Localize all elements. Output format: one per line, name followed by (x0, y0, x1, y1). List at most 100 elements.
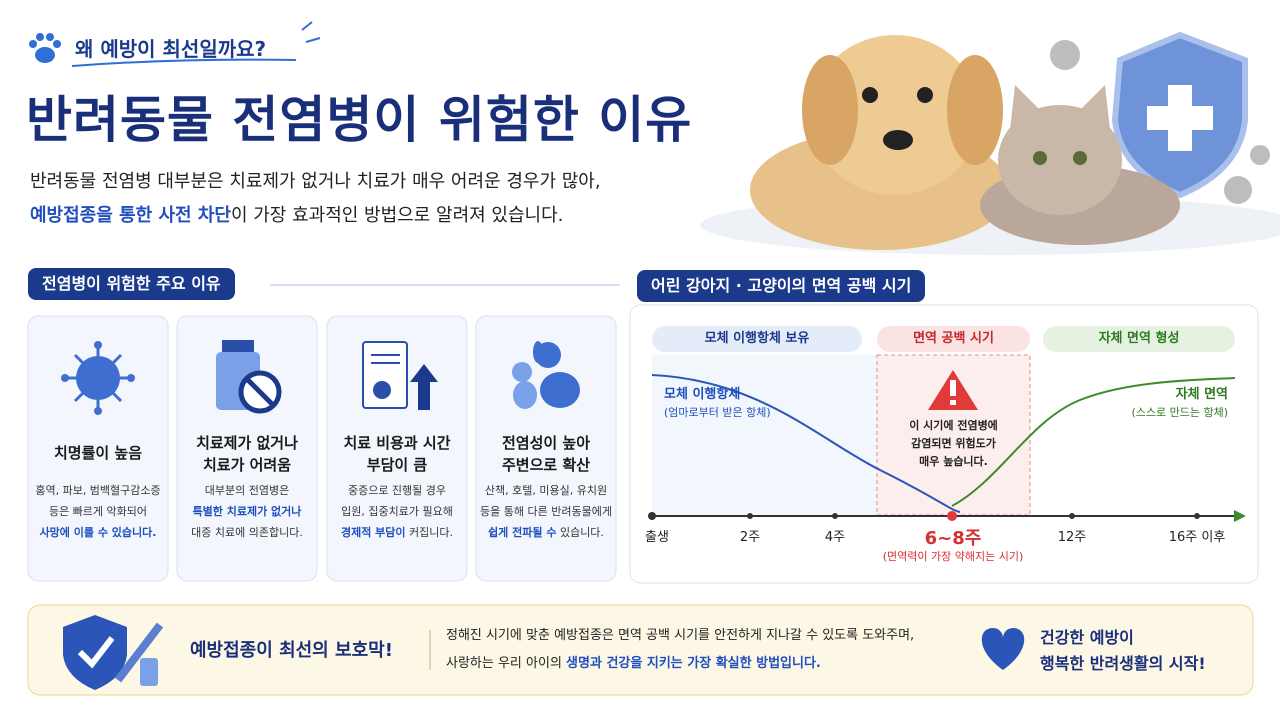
medicine-icon (216, 340, 282, 414)
pet-photo (700, 31, 1280, 255)
maternal-sub: (엄마로부터 받은 항체) (664, 406, 771, 419)
axis-tick-label: 12주 (1057, 530, 1087, 545)
text-line: 대증 치료에 의존합니다. (177, 522, 317, 543)
heart-icon (981, 628, 1025, 670)
text-line: 사망에 이를 수 있습니다. (28, 522, 168, 543)
text-segment: 있습니다. (556, 526, 604, 539)
text-line: 반려동물 전염병 대부분은 치료제가 없거나 치료가 매우 어려운 경우가 많아… (30, 165, 601, 199)
text-segment: 특별한 치료제가 없거나 (192, 505, 302, 518)
kicker-underline (71, 58, 297, 67)
axis-tick-label: 16주 이후 (1168, 530, 1226, 545)
maternal-zone (652, 355, 877, 515)
text-segment: 중증으로 진행될 경우 (347, 484, 447, 497)
card-title: 치명률이 높음 (28, 442, 168, 464)
text-segment: 사랑하는 우리 아이의 (446, 656, 567, 671)
own-label: 자체 면역 (1175, 387, 1228, 402)
shield-syringe-icon (63, 615, 164, 690)
text-segment: 경제적 부담이 (340, 526, 406, 539)
card-frames (27, 315, 617, 582)
phase-pill (877, 326, 1030, 352)
footer-body: 정해진 시기에 맞춘 예방접종은 면역 공백 시기를 안전하게 지나갈 수 있도… (446, 622, 914, 678)
phase-label: 면역 공백 시기 (913, 331, 994, 346)
axis-dots (648, 511, 1200, 521)
maternal-curve (651, 374, 961, 513)
maternal-label: 모체 이행항체 (664, 387, 741, 402)
text-line: 쉽게 전파될 수 있습니다. (476, 522, 616, 543)
own-sub: (스스로 만드는 항체) (1131, 406, 1228, 419)
slogan-line: 행복한 반려생활의 시작! (1040, 654, 1206, 673)
text-line: 예방접종을 통한 사전 차단이 가장 효과적인 방법으로 알려져 있습니다. (30, 199, 601, 233)
warning-line: 감염되면 위험도가 (911, 437, 996, 450)
text-line: 산책, 호텔, 미용실, 유치원 (476, 480, 616, 501)
text-segment: 등은 빠르게 악화되어 (48, 505, 148, 518)
phase-pill (652, 326, 862, 352)
text-segment: 대부분의 전염병은 (204, 484, 290, 497)
text-segment: 홍역, 파보, 범백혈구감소증 (35, 484, 161, 497)
card-title-line: 치명률이 높음 (53, 444, 143, 462)
timeline-heading: 어린 강아지 · 고양이의 면역 공백 시기 (637, 270, 926, 302)
slogan-line: 건강한 예방이 (1040, 628, 1134, 647)
axis-tick-label: 4주 (824, 530, 846, 545)
text-segment: 등을 통해 다른 반려동물에게 (480, 505, 612, 518)
text-segment: 이 가장 효과적인 방법으로 알려져 있습니다. (230, 205, 564, 226)
card-title-line: 주변으로 확산 (501, 456, 591, 474)
text-segment: 예방접종을 통한 사전 차단 (30, 205, 231, 226)
text-segment: 정해진 시기에 맞춘 예방접종은 면역 공백 시기를 안전하게 지나갈 수 있도… (446, 628, 915, 643)
text-segment: 대증 치료에 의존합니다. (191, 526, 303, 539)
own-curve (951, 377, 1236, 507)
main-title: 반려동물 전염병이 위험한 이유 (26, 91, 693, 149)
footer-panel (27, 604, 1254, 696)
text-line: 사랑하는 우리 아이의 생명과 건강을 지키는 가장 확실한 방법입니다. (446, 650, 914, 678)
text-segment: 반려동물 전염병 대부분은 치료제가 없거나 치료가 매우 어려운 경우가 많아… (30, 171, 601, 192)
card-title-line: 전염성이 높아 (501, 434, 591, 452)
axis-tick-label: 2주 (739, 530, 761, 545)
card-title-line: 치료제가 없거나 (196, 434, 298, 452)
card-title-line: 치료가 어려움 (202, 456, 292, 474)
virus-icon (61, 341, 135, 415)
text-line: 등은 빠르게 악화되어 (28, 501, 168, 522)
text-segment: 쉽게 전파될 수 (488, 526, 557, 539)
footer-title: 예방접종이 최선의 보호막! (190, 640, 393, 661)
text-segment: 사망에 이를 수 있습니다. (39, 526, 157, 539)
critical-note: (면역력이 가장 약해지는 시기) (882, 550, 1024, 563)
cost-icon (362, 341, 438, 410)
phase-pill (1043, 326, 1235, 352)
intro: 반려동물 전염병 대부분은 치료제가 없거나 치료가 매우 어려운 경우가 많아… (30, 165, 601, 233)
text-segment: 입원, 집중치료가 필요해 (341, 505, 453, 518)
text-line: 경제적 부담이 커집니다. (327, 522, 467, 543)
warning-line: 매우 높습니다. (919, 455, 988, 468)
phase-label: 자체 면역 형성 (1098, 331, 1180, 346)
text-line: 정해진 시기에 맞춘 예방접종은 면역 공백 시기를 안전하게 지나갈 수 있도… (446, 622, 914, 650)
axis-tick-label: 6~8주 (924, 528, 982, 549)
warning-line: 이 시기에 전염병에 (909, 419, 998, 432)
text-line: 중증으로 진행될 경우 (327, 480, 467, 501)
card-title-line: 치료 비용과 시간 (343, 434, 451, 452)
pets-icon (512, 341, 580, 409)
text-segment: 커집니다. (405, 526, 454, 539)
text-line: 특별한 치료제가 없거나 (177, 501, 317, 522)
axis-tick-label: 출생 (645, 530, 669, 545)
paw-icon (29, 33, 61, 63)
reasons-heading: 전염병이 위험한 주요 이유 (28, 268, 235, 300)
text-segment: 산책, 호텔, 미용실, 유치원 (484, 484, 608, 497)
text-line: 입원, 집중치료가 필요해 (327, 501, 467, 522)
card-title-line: 부담이 큼 (366, 456, 428, 474)
sparkle (301, 21, 321, 43)
text-line: 등을 통해 다른 반려동물에게 (476, 501, 616, 522)
axis-arrow (1234, 510, 1246, 522)
kicker: 왜 예방이 최선일까요? (75, 37, 267, 61)
text-line: 홍역, 파보, 범백혈구감소증 (28, 480, 168, 501)
phase-label: 모체 이행항체 보유 (704, 331, 810, 346)
text-segment: 생명과 건강을 지키는 가장 확실한 방법입니다. (566, 656, 821, 671)
text-line: 대부분의 전염병은 (177, 480, 317, 501)
